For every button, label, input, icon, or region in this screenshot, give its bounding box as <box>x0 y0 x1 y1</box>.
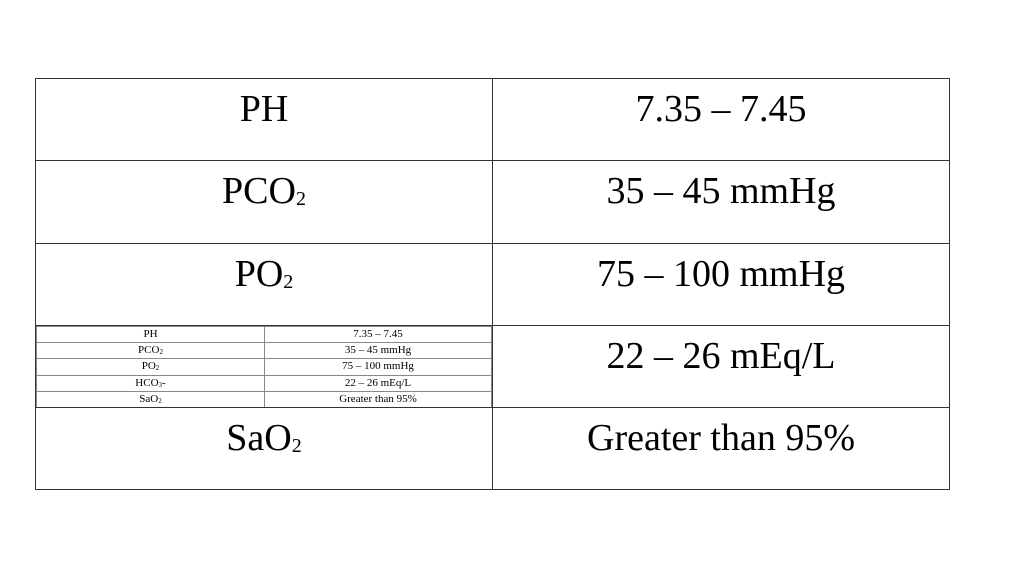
cell-text: 75 – 100 mmHg <box>596 252 846 295</box>
suffix: - <box>162 376 166 389</box>
inset-cell: HCO3- <box>36 374 265 392</box>
cell-text: 35 – 45 mmHg <box>344 344 412 357</box>
cell-text: PCO <box>138 344 160 357</box>
cell-text: 7.35 – 7.45 <box>635 88 807 130</box>
cell-text: SaO <box>139 392 159 405</box>
inset-cell: SaO2 <box>36 390 265 409</box>
table-cell: PH 7.35 – 7.45 PCO2 35 – 45 mmHg PO2 75 – 100… <box>35 324 493 409</box>
inset-cell: PCO2 <box>36 342 265 360</box>
cell-text: SaO <box>226 417 292 460</box>
table-cell: 75 – 100 mmHg <box>492 242 950 326</box>
table-cell: PH <box>35 78 493 162</box>
inset-cell: PH <box>36 325 265 344</box>
cell-text: 22 – 26 mEq/L <box>606 334 836 377</box>
cell-text: HCO <box>135 376 159 389</box>
inset-cell: 35 – 45 mmHg <box>264 342 492 360</box>
subscript: 2 <box>159 348 163 357</box>
table-cell: Greater than 95% <box>492 407 950 491</box>
inset-cell: Greater than 95% <box>264 390 492 409</box>
cell-text: PO <box>234 252 284 295</box>
inset-cell: PO2 <box>36 358 265 376</box>
inset-cell: 22 – 26 mEq/L <box>264 374 492 392</box>
subscript: 2 <box>155 364 160 373</box>
table-cell: PCO2 <box>35 160 493 244</box>
cell-text: Greater than 95% <box>339 392 417 405</box>
table-cell: 7.35 – 7.45 <box>492 78 950 162</box>
cell-text: PH <box>143 327 158 340</box>
subscript: 3 <box>158 380 163 389</box>
inset-cell: 75 – 100 mmHg <box>264 358 492 376</box>
subscript: 2 <box>295 188 306 211</box>
table-cell: SaO2 <box>35 407 493 491</box>
cell-text: Greater than 95% <box>587 417 855 460</box>
cell-text: PH <box>239 88 289 130</box>
subscript: 2 <box>158 396 162 405</box>
subscript: 2 <box>291 435 302 458</box>
table-cell: 35 – 45 mmHg <box>492 160 950 244</box>
cell-text: PCO <box>222 170 296 213</box>
subscript: 2 <box>283 270 294 293</box>
inset-cell: 7.35 – 7.45 <box>264 325 492 344</box>
cell-text: PO <box>141 360 156 373</box>
cell-text: 22 – 26 mEq/L <box>344 376 412 389</box>
cell-text: 75 – 100 mmHg <box>342 360 414 373</box>
cell-text: 7.35 – 7.45 <box>353 327 403 340</box>
table-cell: PO2 <box>35 242 493 326</box>
cell-text: 35 – 45 mmHg <box>606 170 836 213</box>
table-cell: 22 – 26 mEq/L <box>492 324 950 409</box>
